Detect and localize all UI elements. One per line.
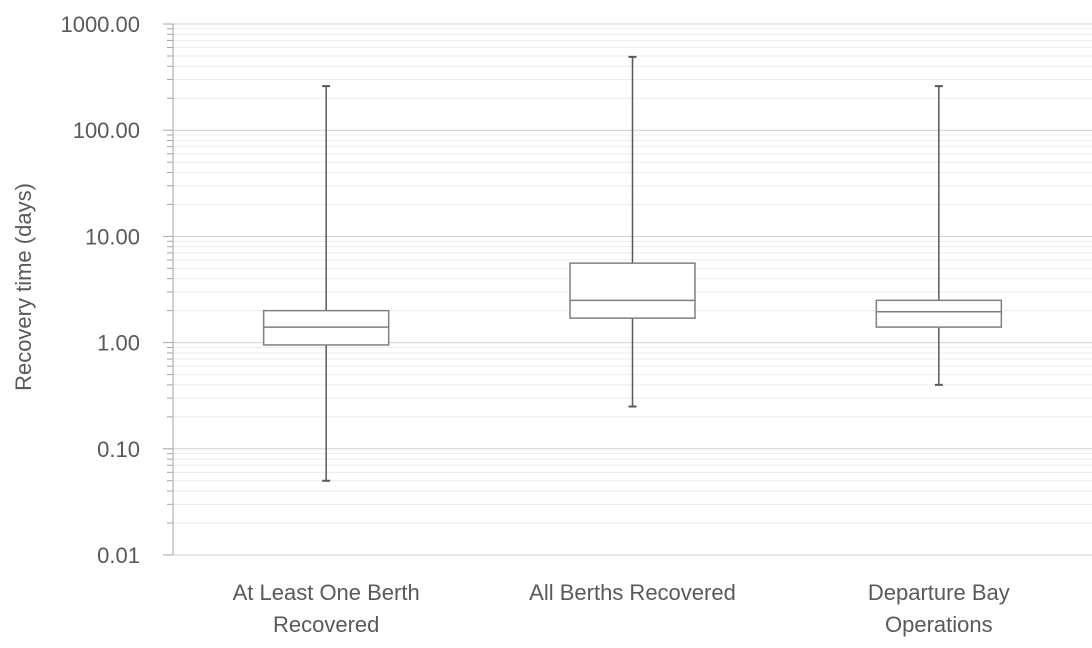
iqr-box <box>875 299 1003 328</box>
boxes <box>262 55 1003 482</box>
y-tick-label: 1.00 <box>97 331 140 356</box>
y-tick-label: 100.00 <box>73 118 140 143</box>
box-2 <box>569 55 696 408</box>
y-axis <box>163 23 174 556</box>
y-axis-title: Recovery time (days) <box>11 183 36 391</box>
x-category-label: Operations <box>885 612 993 637</box>
box-1 <box>262 85 390 482</box>
y-tick-label: 0.10 <box>97 437 140 462</box>
x-category-label: Recovered <box>273 612 379 637</box>
labels: 0.01 0.10 1.00 10.00 100.00 1000.00 At Least O… <box>60 12 1009 637</box>
x-category-label: All Berths Recovered <box>529 580 736 605</box>
y-tick-label: 1000.00 <box>60 12 140 37</box>
iqr-box <box>569 262 696 319</box>
x-category-label: Departure Bay <box>868 580 1010 605</box>
y-tick-label: 0.01 <box>97 543 140 568</box>
x-category-label: At Least One Berth <box>233 580 420 605</box>
y-tick-label: 10.00 <box>85 224 140 249</box>
box-3 <box>875 85 1003 386</box>
